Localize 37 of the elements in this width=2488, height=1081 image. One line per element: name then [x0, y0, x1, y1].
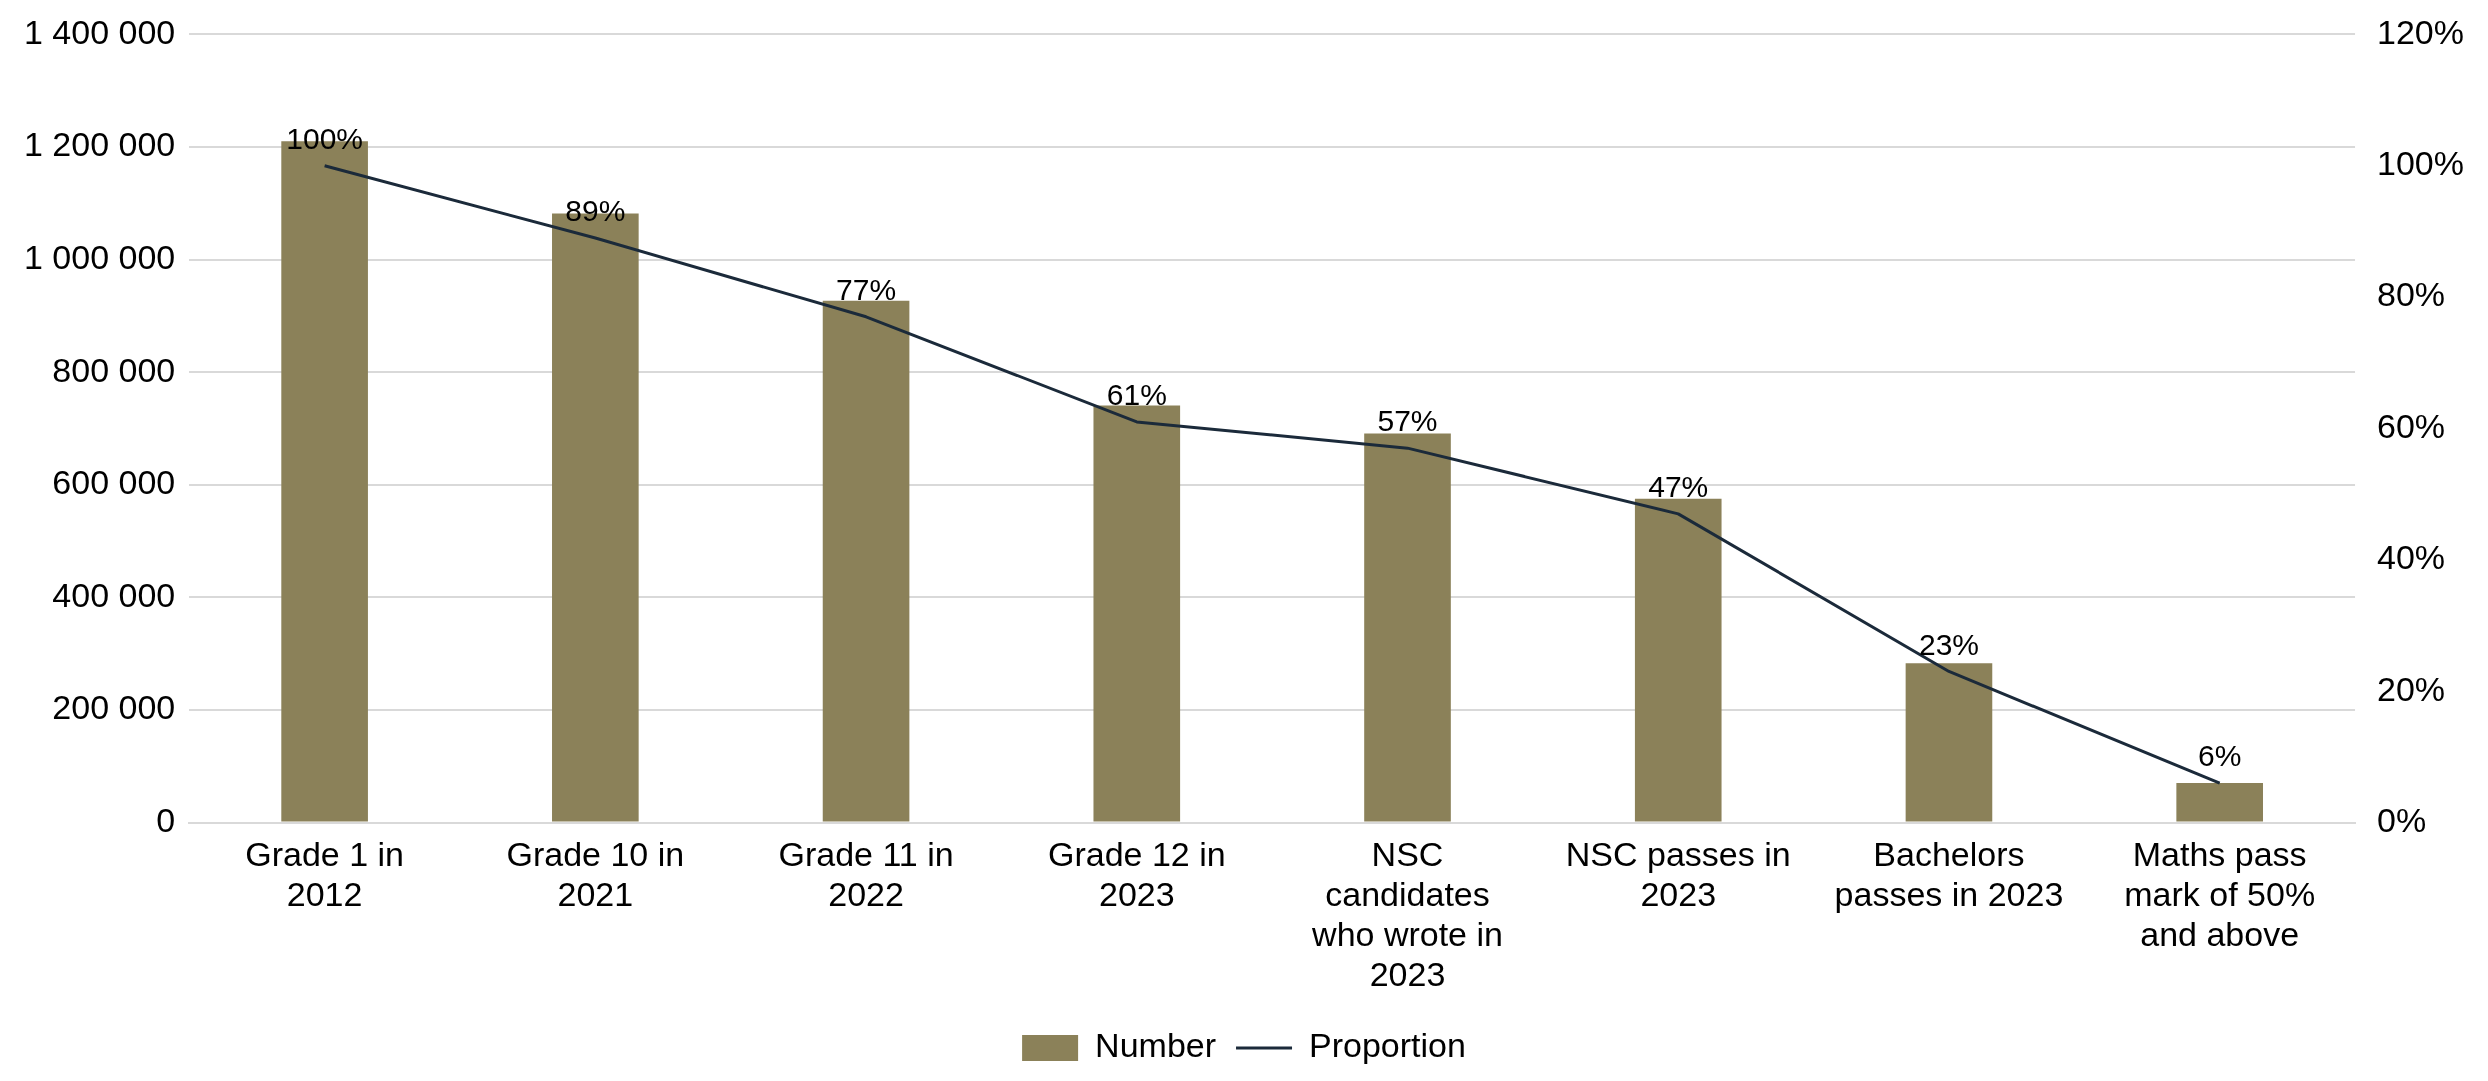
- bar: [1093, 405, 1181, 822]
- data-label: 23%: [1918, 627, 1979, 661]
- x-tick-label: NSC candidates who wrote in 2023: [1311, 834, 1503, 994]
- y2-tick-label: 120%: [2377, 12, 2465, 51]
- y-tick-label: 800 000: [52, 350, 176, 389]
- x-tick-label: Bachelors passes in 2023: [1834, 834, 2064, 914]
- y-tick-label: 600 000: [52, 463, 176, 502]
- y2-tick-label: 100%: [2377, 144, 2465, 183]
- data-label: 61%: [1106, 378, 1167, 412]
- legend-label: Proportion: [1309, 1026, 1466, 1065]
- y2-tick-label: 60%: [2377, 406, 2446, 445]
- bar: [2176, 783, 2263, 822]
- x-tick-label: Grade 10 in 2021: [506, 834, 685, 914]
- data-label: 77%: [836, 273, 897, 307]
- y2-tick-label: 40%: [2377, 538, 2446, 577]
- bar: [1364, 433, 1451, 822]
- y-tick-label: 1 000 000: [23, 237, 176, 276]
- y2-tick-label: 20%: [2377, 669, 2446, 708]
- bar: [1905, 663, 1993, 822]
- data-label: 47%: [1648, 470, 1709, 504]
- x-tick-label: Grade 1 in 2012: [245, 834, 404, 914]
- x-tick-label: Maths pass mark of 50% and above: [2124, 834, 2316, 954]
- bar: [822, 300, 910, 822]
- y-tick-label: 1 400 000: [23, 12, 176, 51]
- x-tick-label: Grade 12 in 2023: [1047, 834, 1226, 914]
- y-tick-label: 400 000: [52, 575, 176, 614]
- data-label: 6%: [2198, 739, 2242, 773]
- y2-tick-label: 0%: [2377, 800, 2427, 839]
- y-tick-label: 1 200 000: [23, 125, 176, 164]
- legend-label: Number: [1095, 1026, 1217, 1065]
- x-tick-label: Grade 11 in 2022: [778, 834, 954, 914]
- bar: [1634, 498, 1722, 822]
- y-tick-label: 200 000: [52, 688, 176, 727]
- x-tick-label: NSC passes in 2023: [1565, 834, 1791, 914]
- y2-tick-label: 80%: [2377, 275, 2446, 314]
- data-label: 57%: [1377, 404, 1438, 438]
- y-tick-label: 0: [156, 800, 176, 839]
